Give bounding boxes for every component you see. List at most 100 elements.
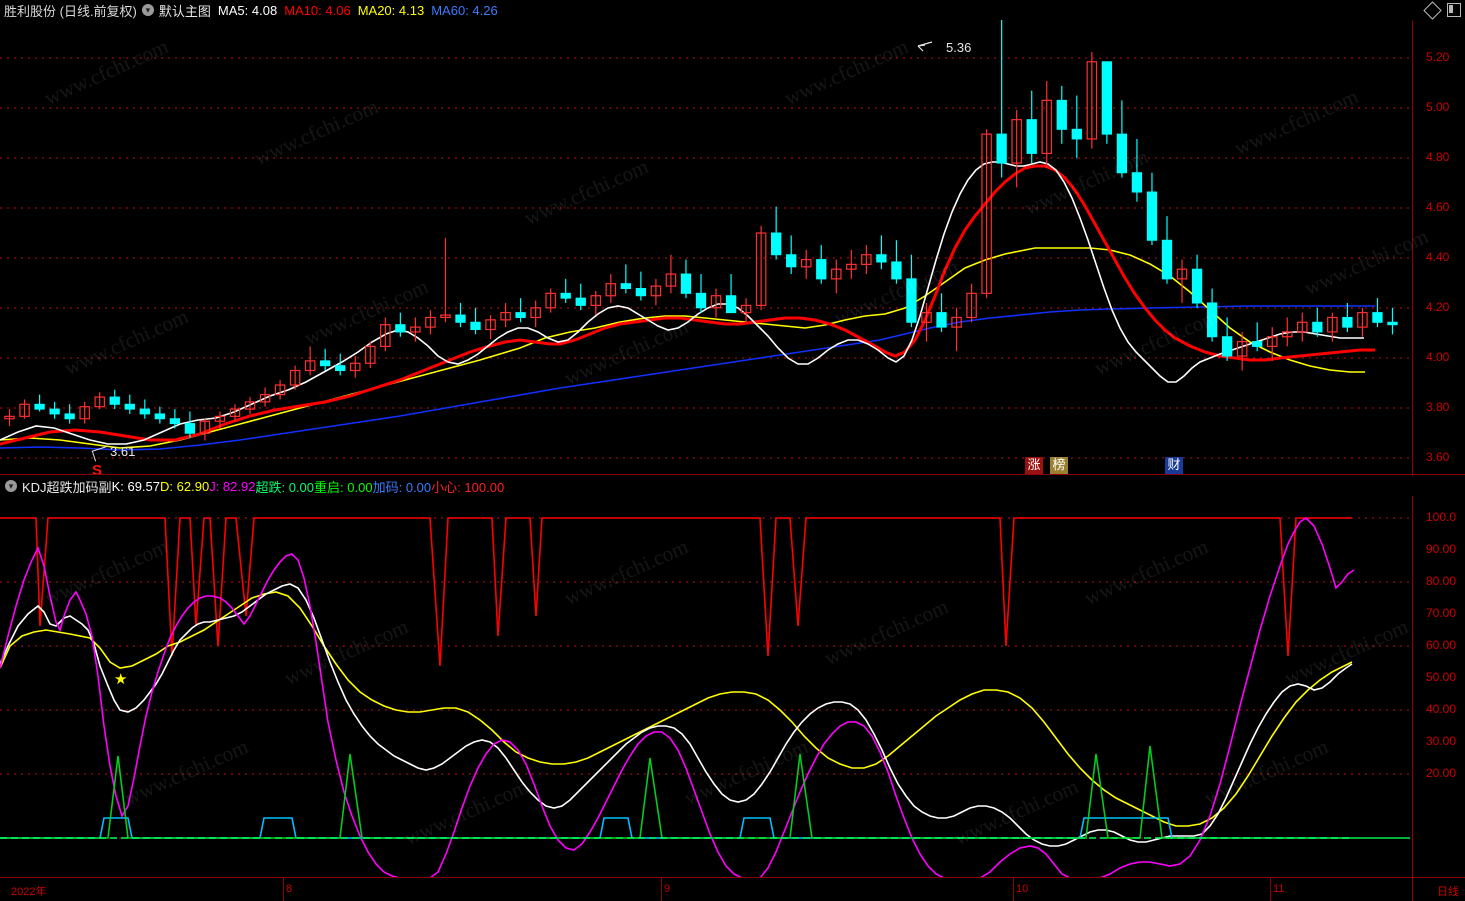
price-axis-tick: 4.20 xyxy=(1426,300,1450,314)
kdj-axis-tick: 30.00 xyxy=(1426,734,1457,748)
candle-body xyxy=(244,401,256,410)
candle-body xyxy=(199,420,211,434)
kdj-j-label: J xyxy=(209,478,216,494)
pane-divider-bottom xyxy=(0,877,1465,878)
candle-body xyxy=(19,403,30,417)
candle-body xyxy=(274,384,286,396)
badge-zhang[interactable]: 涨 xyxy=(1025,457,1043,475)
date-axis-tick: 9 xyxy=(664,883,671,895)
candle-body xyxy=(139,408,150,415)
candle-body xyxy=(1176,268,1188,280)
date-axis-right-divider xyxy=(1412,878,1413,901)
candle-body xyxy=(1161,239,1173,280)
ma60-label: MA60 xyxy=(431,2,466,18)
price-chart-pane[interactable]: 5.36 3.61 S 涨 榜 财 xyxy=(0,20,1465,479)
kdj-chart-pane[interactable]: ★ xyxy=(0,496,1465,878)
xiaoxin-label: 小心 xyxy=(431,479,458,495)
candle-body xyxy=(320,360,331,367)
kdj-j-line xyxy=(0,516,1355,878)
panel-layout-icon[interactable] xyxy=(1447,3,1461,17)
candle-body xyxy=(1297,321,1308,333)
candle-body xyxy=(650,285,662,297)
candle-body xyxy=(740,304,752,314)
date-axis-tick: 8 xyxy=(286,883,293,895)
main-chart-header: 胜利股份 (日线.前复权) ▾ 默认主图 MA5: 4.08 MA10: 4.0… xyxy=(0,0,1465,20)
chaodie-label: 超跌 xyxy=(255,479,282,495)
candle-body xyxy=(64,413,75,420)
candle-body xyxy=(289,369,301,386)
candle-body xyxy=(981,133,992,294)
candle-body xyxy=(79,406,90,420)
candle-body xyxy=(1281,331,1293,338)
chart-name-label[interactable]: 默认主图 xyxy=(158,3,211,19)
price-chart-canvas[interactable] xyxy=(0,20,1465,475)
candle-body xyxy=(259,394,271,403)
chevron-down-icon-sub[interactable]: ▾ xyxy=(5,480,17,492)
kdj-d-readout: D: 62.90 xyxy=(160,478,210,494)
candle-body xyxy=(861,254,872,265)
stock-title[interactable]: 胜利股份 (日线.前复权) xyxy=(4,3,137,19)
kdj-d-value: 62.90 xyxy=(176,478,210,494)
date-tick-line xyxy=(1270,878,1271,901)
ma20-readout: MA20: 4.13 xyxy=(357,2,425,18)
candle-body xyxy=(575,297,586,306)
candle-body xyxy=(214,415,226,422)
low-price-annotation: 3.61 xyxy=(110,444,136,459)
candle-body xyxy=(380,324,391,347)
high-marker xyxy=(917,41,933,52)
price-gridlines xyxy=(0,57,1410,459)
ma5-label: MA5 xyxy=(217,2,245,18)
candle-body xyxy=(921,312,932,323)
candle-body xyxy=(410,326,421,333)
badge-cai[interactable]: 财 xyxy=(1165,457,1183,475)
kdj-d-label: D xyxy=(160,478,170,494)
kdj-indicator-name[interactable]: KDJ超跌加码副 xyxy=(22,479,112,495)
candle-body xyxy=(4,415,15,420)
badge-bang[interactable]: 榜 xyxy=(1050,457,1068,475)
candle-body xyxy=(184,423,196,434)
candle-body xyxy=(455,314,466,323)
candle-body xyxy=(816,259,827,280)
candle-body xyxy=(1056,99,1067,130)
ma5-value: 4.08 xyxy=(251,2,278,18)
diamond-icon[interactable] xyxy=(1423,0,1442,20)
candle-body xyxy=(94,396,105,408)
candle-body xyxy=(1327,316,1338,333)
chevron-down-icon[interactable]: ▾ xyxy=(141,4,154,16)
candle-body xyxy=(49,408,60,415)
price-axis-tick: 4.40 xyxy=(1426,250,1450,264)
date-axis-strip[interactable]: 2022年 8 9 10 11 日线 xyxy=(0,878,1465,901)
candle-body xyxy=(665,273,677,287)
candle-body xyxy=(725,295,737,314)
candle-body xyxy=(1146,191,1158,241)
kdj-d-line xyxy=(0,591,1353,827)
kdj-axis-line xyxy=(1412,496,1413,878)
candle-body xyxy=(109,396,120,405)
candle-body xyxy=(1026,119,1037,154)
candle-body xyxy=(936,312,947,328)
kdj-j-readout: J: 82.92 xyxy=(209,478,256,494)
kdj-chart-canvas[interactable] xyxy=(0,496,1465,878)
chongqi-readout: 重启: 0.00 xyxy=(314,479,373,495)
candle-body xyxy=(530,307,541,319)
candle-body xyxy=(996,133,1007,164)
jiama-label: 加码 xyxy=(372,479,399,495)
candle-body xyxy=(34,403,45,410)
kdj-gridlines xyxy=(0,517,1410,839)
jiama-readout: 加码: 0.00 xyxy=(372,479,432,495)
price-axis-tick: 3.80 xyxy=(1426,400,1450,414)
star-marker: ★ xyxy=(114,671,128,688)
chongqi-value: 0.00 xyxy=(347,479,373,495)
candle-body xyxy=(906,278,917,323)
candle-body xyxy=(846,263,857,270)
price-axis-tick: 5.20 xyxy=(1426,50,1450,64)
kdj-k-value: 69.57 xyxy=(127,478,161,494)
kdj-axis-tick: 60.00 xyxy=(1426,638,1457,652)
kdj-j-value: 82.92 xyxy=(222,478,256,494)
ma10-readout: MA10: 4.06 xyxy=(284,2,351,18)
price-axis-tick: 4.00 xyxy=(1426,350,1450,364)
candle-body xyxy=(1357,312,1368,328)
candle-body xyxy=(500,312,511,321)
sell-signal-marker: S xyxy=(92,462,103,479)
candlestick-series xyxy=(4,20,1398,441)
